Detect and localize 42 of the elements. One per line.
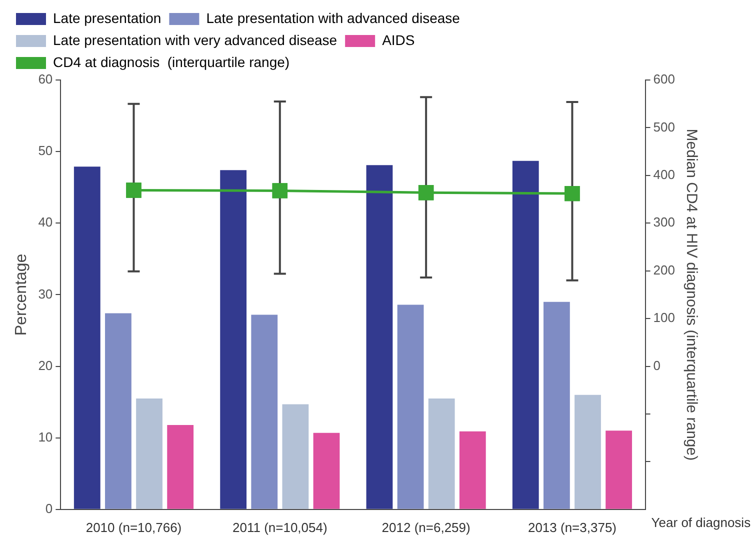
x-tick-label: 2013 (n=3,375) [528,520,616,535]
legend-label: Late presentation [53,10,162,26]
bar [220,170,247,509]
legend-label: Late presentation with advanced disease [206,10,460,26]
y2-tick-label: 400 [653,167,676,182]
y2-tick-label: 0 [653,358,661,373]
y2-tick-label: 100 [653,310,676,326]
legend-label: AIDS [382,32,415,48]
bar [574,394,601,509]
y-axis-title: Percentage [13,254,30,336]
bar [136,398,162,509]
x-tick-label: 2010 (n=10,766) [86,520,182,535]
y-tick-label: 10 [38,429,53,444]
y2-tick-label: 200 [653,262,676,278]
bar [459,431,486,509]
y-tick-label: 40 [38,214,53,230]
y-tick-label: 20 [38,358,53,373]
bar [167,424,194,509]
bar [397,304,424,509]
bar [544,302,570,509]
x-tick-label: 2011 (n=10,054) [232,520,328,535]
y2-tick-label: 300 [653,214,676,230]
y-tick-label: 0 [45,500,53,516]
bar [366,165,393,509]
bar [428,398,455,509]
bar [512,160,539,509]
bar [251,314,278,509]
bar [282,404,309,509]
y2-tick-label: 600 [653,72,676,87]
bar [74,166,100,509]
y-tick-label: 30 [38,286,53,302]
y2-axis-title: Median CD4 at HIV diagnosis (interquartile range) [682,128,700,461]
bar [606,430,632,509]
bar [105,313,132,509]
y-tick-label: 60 [38,72,53,87]
y-tick-label: 50 [38,143,53,158]
bar [313,432,340,509]
x-axis-title: Year of diagnosis [651,514,752,530]
legend-label: Late presentation with very advanced disease [53,32,338,48]
legend-label: CD4 at diagnosis (interquartile range) [53,54,290,70]
y2-tick-label: 500 [653,119,676,134]
x-tick-label: 2012 (n=6,259) [382,520,470,535]
